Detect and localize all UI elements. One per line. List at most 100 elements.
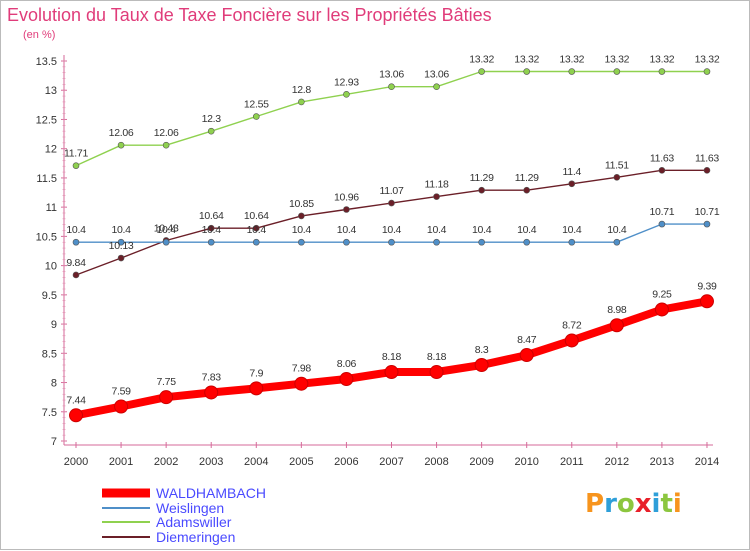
data-label: 10.4 (337, 224, 357, 236)
series-adamswiller (72, 68, 711, 169)
legend-label: WALDHAMBACH (156, 485, 266, 501)
data-point (72, 271, 80, 279)
data-point (564, 333, 579, 348)
data-point (114, 399, 129, 414)
data-label: 11.29 (515, 172, 539, 184)
y-tick-label: 10 (45, 261, 57, 273)
data-point (474, 358, 489, 372)
data-point (117, 254, 125, 262)
data-label: 11.51 (605, 159, 629, 171)
x-tick-label: 2006 (334, 456, 358, 468)
data-point (162, 238, 170, 246)
data-point (609, 318, 624, 333)
data-label: 10.4 (111, 224, 131, 236)
data-point (613, 68, 621, 75)
data-label: 10.13 (109, 240, 134, 252)
data-label: 9.84 (66, 257, 86, 269)
data-label: 8.47 (517, 334, 537, 346)
data-point (249, 381, 264, 396)
data-point (613, 238, 621, 246)
legend-label: Weislingen (156, 500, 224, 516)
data-label: 8.72 (562, 319, 582, 331)
data-point (478, 238, 485, 246)
series-waldhambach (69, 294, 714, 423)
data-label: 13.32 (650, 54, 675, 66)
y-tick-label: 11 (46, 202, 57, 214)
data-label: 12.06 (109, 127, 134, 139)
data-label: 10.4 (382, 224, 402, 236)
data-label: 9.25 (652, 288, 672, 300)
data-label: 13.32 (559, 54, 584, 66)
data-point (252, 238, 260, 246)
data-label: 13.32 (604, 54, 629, 66)
y-tick-label: 13 (45, 85, 57, 97)
data-label: 10.71 (695, 206, 720, 218)
data-point (433, 238, 440, 246)
data-point (298, 98, 305, 106)
data-label: 13.32 (695, 54, 720, 66)
data-point (72, 238, 80, 246)
chart-title: Evolution du Taux de Taxe Foncière sur l… (7, 5, 492, 25)
data-label: 7.98 (292, 363, 312, 375)
data-label: 10.64 (244, 210, 269, 222)
series-diemeringen (72, 167, 711, 279)
data-point (568, 180, 576, 188)
data-point (519, 348, 534, 363)
data-label: 10.4 (202, 224, 222, 236)
series-weislingen (72, 220, 711, 246)
data-point (339, 372, 354, 387)
x-tick-label: 2002 (154, 456, 178, 468)
data-label: 11.71 (64, 148, 88, 160)
data-point (703, 220, 711, 228)
data-point (703, 68, 711, 75)
legend-label: Diemeringen (156, 529, 235, 545)
data-point (343, 238, 350, 246)
data-label: 10.4 (427, 224, 447, 236)
data-label: 7.75 (157, 376, 177, 388)
x-tick-label: 2001 (109, 456, 133, 468)
data-label: 7.9 (249, 367, 263, 379)
data-point (384, 365, 399, 380)
data-label: 10.4 (157, 224, 177, 236)
x-tick-label: 2000 (64, 456, 88, 468)
data-label: 10.4 (66, 224, 86, 236)
data-label: 10.4 (247, 224, 267, 236)
data-point (433, 193, 440, 200)
data-label: 11.07 (379, 185, 403, 197)
data-label: 10.4 (472, 224, 492, 236)
data-label: 10.4 (562, 224, 582, 236)
data-label: 13.32 (514, 54, 539, 66)
data-label: 11.63 (695, 152, 719, 164)
data-label: 7.44 (66, 394, 86, 406)
y-tick-label: 10.5 (36, 231, 57, 243)
x-tick-label: 2014 (695, 456, 719, 468)
data-point (523, 238, 531, 246)
y-tick-label: 9.5 (42, 290, 57, 302)
data-point (117, 141, 125, 149)
data-point (523, 68, 531, 75)
data-label: 11.4 (563, 166, 582, 178)
data-label: 8.18 (427, 351, 447, 363)
data-label: 13.06 (379, 69, 404, 81)
y-tick-label: 8 (51, 378, 57, 390)
data-point (568, 238, 576, 246)
data-label: 10.43 (154, 222, 179, 234)
data-label: 8.98 (607, 304, 627, 316)
data-point (298, 238, 305, 246)
y-tick-label: 12.5 (36, 114, 57, 126)
data-label: 10.96 (334, 191, 359, 203)
data-label: 11.63 (650, 152, 674, 164)
x-tick-label: 2003 (199, 456, 223, 468)
data-label: 13.06 (424, 69, 449, 81)
data-point (478, 68, 485, 75)
x-tick-label: 2005 (289, 456, 313, 468)
data-point (433, 83, 440, 91)
proxiti-logo: Proxiti (585, 489, 682, 519)
x-tick-label: 2009 (469, 456, 493, 468)
x-tick-label: 2008 (424, 456, 448, 468)
data-label: 12.8 (292, 84, 312, 96)
x-tick-label: 2004 (244, 456, 268, 468)
data-point (343, 91, 350, 98)
data-point (523, 186, 531, 194)
